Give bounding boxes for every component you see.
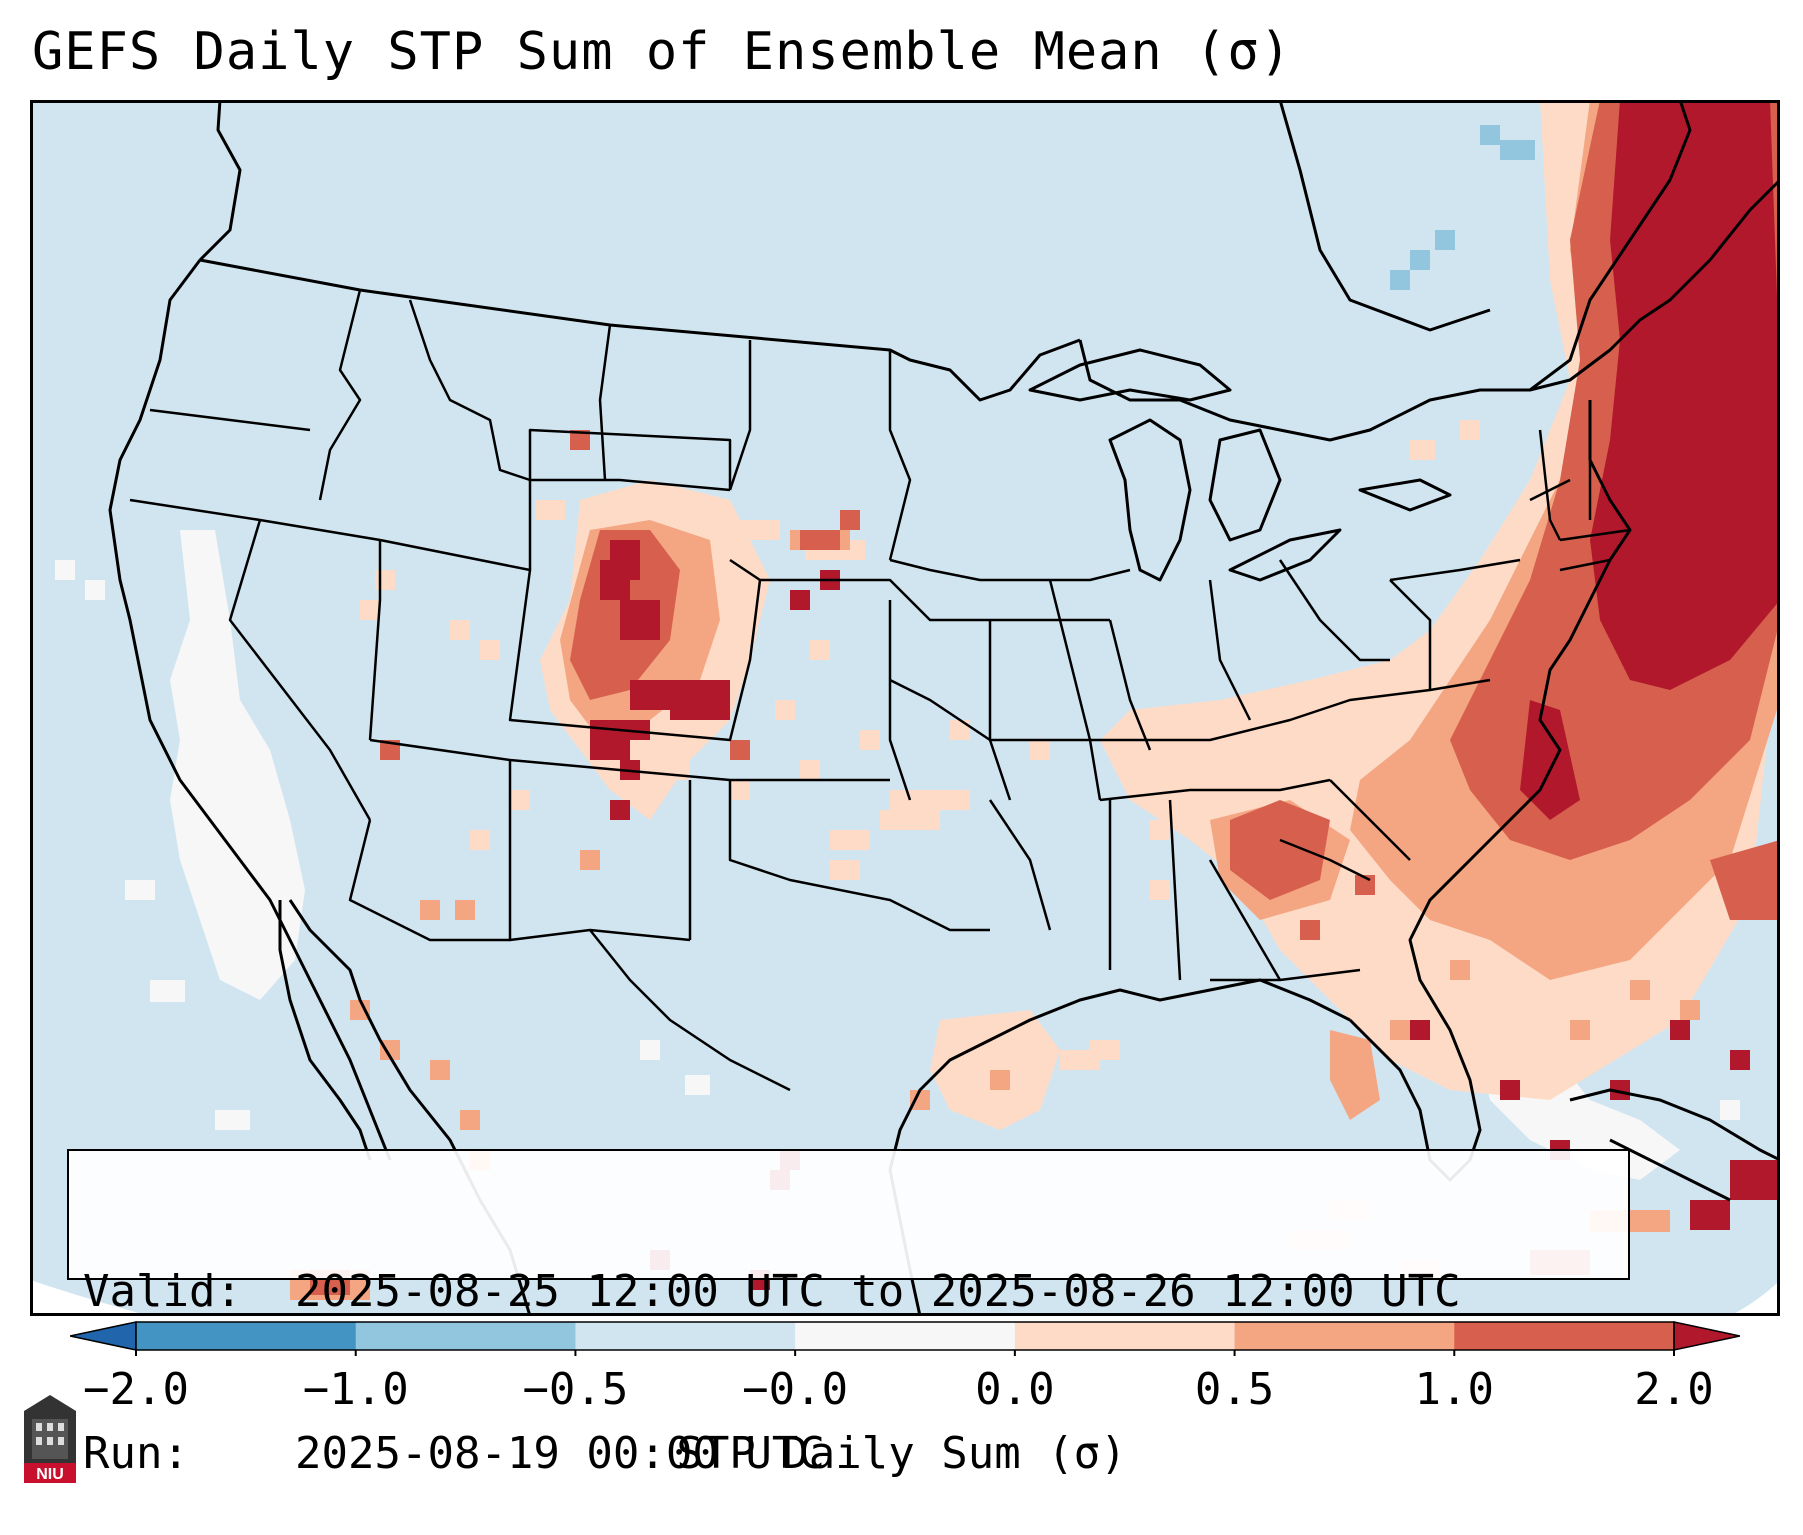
valid-value: 2025-08-25 12:00 UTC to 2025-08-26 12:00…: [295, 1266, 1461, 1317]
colorbar-tick-label: −0.0: [742, 1364, 849, 1415]
colorbar-tick-label: 0.5: [1194, 1364, 1275, 1415]
valid-label: Valid:: [83, 1266, 242, 1317]
colorbar-segment: [1014, 1322, 1236, 1350]
colorbar-tick-label: −0.5: [522, 1364, 629, 1415]
logo-text: NIU: [36, 1466, 64, 1483]
stp-map: [30, 100, 1780, 1316]
map-frame: [30, 100, 1780, 1316]
projection-corner: [30, 1280, 150, 1316]
boundaries: [108, 100, 1780, 1316]
run-value: 2025-08-19 00:00 UTC: [295, 1428, 825, 1479]
colorbar-tick-label: −2.0: [83, 1364, 189, 1415]
niu-logo: NIU: [24, 1395, 76, 1483]
colorbar-segment: [1454, 1322, 1675, 1350]
colorbar-tick-label: 1.0: [1414, 1364, 1495, 1415]
map-title: GEFS Daily STP Sum of Ensemble Mean (σ): [32, 22, 1292, 82]
colorbar-tick-label: 0.0: [975, 1364, 1055, 1415]
colorbar-extend-low: [70, 1321, 137, 1351]
colorbar-segment: [355, 1322, 576, 1350]
colorbar-segment: [1234, 1322, 1455, 1350]
colorbar: [70, 1321, 1740, 1356]
colorbar-segment: [136, 1322, 357, 1350]
colorbar-tick-label: 2.0: [1634, 1364, 1714, 1415]
pacific-neutral-patch: [55, 530, 710, 1130]
colorbar-tick-label: −1.0: [302, 1364, 409, 1415]
colorbar-extend-high: [1673, 1321, 1740, 1351]
colorbar-segment: [795, 1322, 1016, 1350]
valid-run-infobox: Valid: 2025-08-25 12:00 UTC to 2025-08-26…: [67, 1149, 1630, 1479]
colorbar-segment: [575, 1322, 796, 1350]
colorbar-label: STP Daily Sum (σ): [676, 1428, 1127, 1479]
run-label: Run:: [83, 1428, 189, 1479]
